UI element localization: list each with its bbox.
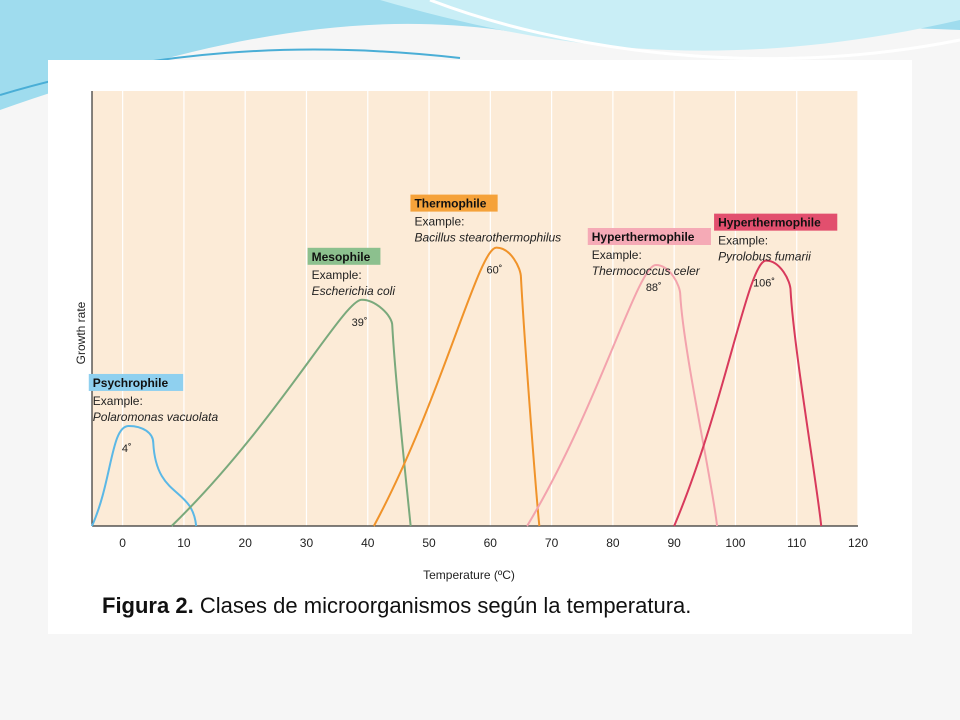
optimum-label: 106˚	[753, 278, 775, 290]
x-tick-label: 40	[361, 536, 375, 550]
example-organism: Pyrolobus fumarii	[718, 250, 811, 264]
optimum-label: 60˚	[486, 265, 502, 277]
growth-curve-5	[673, 259, 823, 527]
x-tick-label: 60	[484, 536, 498, 550]
example-label: Example:	[414, 215, 464, 229]
class-tag-label: Hyperthermophile	[592, 230, 695, 244]
x-tick-labels: 0 10 20 30 40 50 60 70 80 90 100 110 120	[119, 536, 868, 550]
class-tag-background	[410, 194, 498, 212]
x-tick-label: 110	[787, 536, 806, 550]
x-tick-label: 50	[422, 536, 436, 550]
class-tag-label: Psychrophile	[93, 376, 169, 390]
x-tick-label: 120	[848, 536, 868, 550]
example-organism: Escherichia coli	[312, 284, 396, 298]
example-label: Example:	[718, 234, 768, 248]
optimum-label: 4˚	[122, 443, 132, 455]
example-label: Example:	[93, 394, 143, 408]
y-axis-label: Growth rate	[74, 301, 88, 364]
curve-annotations: 4˚ Psychrophile Example: Polaromonas vacuol…	[88, 194, 838, 455]
example-label: Example:	[592, 248, 642, 262]
class-tag-background	[714, 213, 838, 231]
figure-caption-text: Clases de microorganismos según la tempe…	[199, 593, 692, 618]
x-tick-label: 20	[239, 536, 253, 550]
plot-background	[92, 91, 858, 526]
growth-curve-1	[91, 424, 198, 527]
x-tick-label: 10	[177, 536, 191, 550]
figure-panel: 0 10 20 30 40 50 60 70 80 90 100 110 120 4˚ Psychroph…	[48, 60, 912, 634]
growth-rate-chart: 0 10 20 30 40 50 60 70 80 90 100 110 120 4˚ Psychroph…	[74, 91, 868, 582]
example-label: Example:	[312, 268, 362, 282]
class-tag-label: Thermophile	[414, 197, 486, 211]
example-organism: Thermococcus celer	[592, 264, 701, 278]
x-tick-label: 100	[725, 536, 745, 550]
x-axis-label: Temperature (ºC)	[423, 568, 515, 582]
growth-curves	[91, 246, 823, 527]
x-tick-label: 30	[300, 536, 314, 550]
class-tag-label: Hyperthermophile	[718, 216, 821, 230]
optimum-label: 39˚	[352, 317, 368, 329]
figure-caption-label: Figura 2.	[102, 593, 194, 618]
x-tick-label: 80	[606, 536, 620, 550]
optimum-label: 88˚	[646, 282, 662, 294]
class-tag-label: Mesophile	[312, 250, 371, 264]
x-tick-label: 70	[545, 536, 559, 550]
class-tag-background	[88, 373, 184, 391]
x-tick-label: 0	[119, 536, 126, 550]
class-tag-background	[307, 247, 381, 265]
example-organism: Polaromonas vacuolata	[93, 410, 219, 424]
growth-curve-4	[526, 263, 719, 527]
figure-caption: Figura 2. Clases de microorganismos segú…	[102, 593, 691, 619]
class-tag-background	[587, 228, 711, 245]
growth-curve-3	[373, 246, 541, 527]
example-organism: Bacillus stearothermophilus	[414, 231, 561, 245]
growth-curve-2	[170, 298, 412, 527]
x-tick-label: 90	[667, 536, 681, 550]
grid-lines	[122, 91, 859, 526]
